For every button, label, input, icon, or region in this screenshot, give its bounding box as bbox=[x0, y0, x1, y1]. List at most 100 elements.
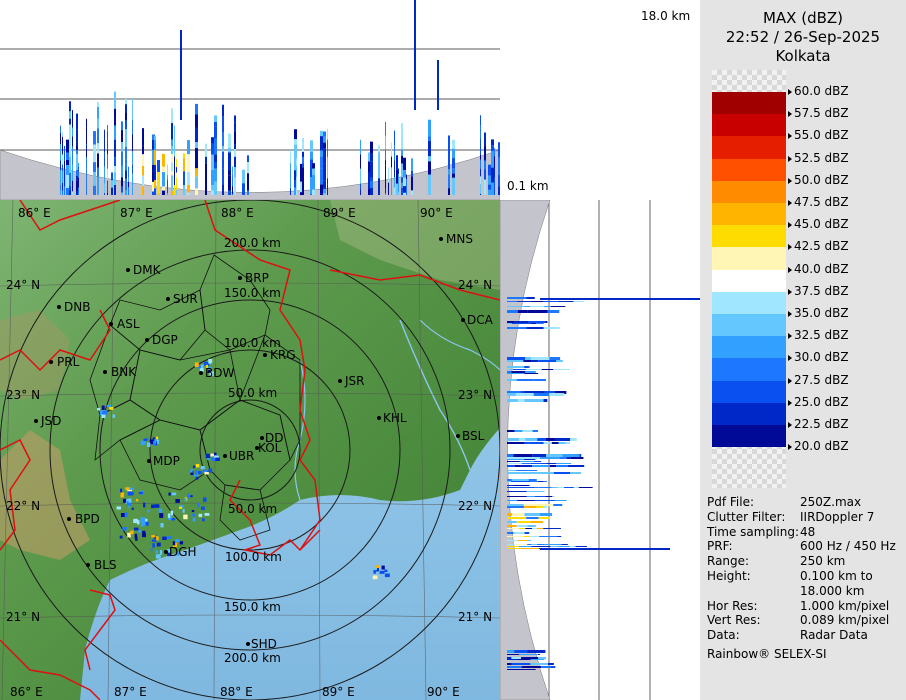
profile-echo-segment bbox=[211, 169, 214, 186]
profile-echo-segment bbox=[162, 190, 165, 195]
map-echo-cell bbox=[138, 491, 144, 495]
side-echo-segment bbox=[546, 454, 563, 457]
profile-echo-segment bbox=[498, 175, 500, 187]
side-echo-segment bbox=[556, 360, 563, 362]
scale-label: 27.5 dBZ bbox=[794, 372, 849, 387]
profile-echo-segment bbox=[174, 140, 175, 157]
side-echo-segment bbox=[514, 650, 528, 653]
side-echo-segment bbox=[507, 650, 515, 653]
profile-echo-segment bbox=[211, 190, 214, 195]
profile-echo-segment bbox=[234, 122, 236, 132]
map-echo-cell bbox=[195, 476, 199, 480]
lon-label-88: 88° E bbox=[221, 206, 254, 220]
profile-echo-segment bbox=[125, 147, 127, 160]
map-echo-cell bbox=[192, 517, 196, 522]
side-echo-segment bbox=[538, 481, 544, 482]
side-echo-segment bbox=[523, 504, 540, 506]
place-label: DCA bbox=[467, 313, 493, 327]
map-echo-cell bbox=[143, 438, 148, 441]
scale-tick-icon bbox=[788, 200, 792, 206]
parameter-value: 250Z.max bbox=[800, 495, 862, 509]
map-echo-cell bbox=[384, 569, 388, 573]
side-echo-segment bbox=[517, 659, 531, 660]
side-echo-segment bbox=[512, 369, 526, 370]
profile-echo-segment bbox=[64, 186, 65, 195]
side-echo-segment bbox=[507, 546, 519, 547]
profile-echo-segment bbox=[310, 140, 313, 152]
profile-echo-segment bbox=[310, 159, 313, 178]
profile-echo-segment bbox=[132, 120, 133, 135]
profile-echo-segment bbox=[72, 180, 73, 192]
profile-echo-segment bbox=[157, 172, 160, 185]
profile-echo-segment bbox=[360, 183, 361, 190]
map-echo-cell bbox=[372, 575, 378, 580]
lon-label-90: 90° E bbox=[420, 206, 453, 220]
side-echo-segment bbox=[522, 430, 533, 432]
profile-echo-segment bbox=[498, 157, 500, 170]
profile-echo-segment bbox=[294, 129, 297, 140]
profile-echo-segment bbox=[76, 113, 78, 130]
place-label: BSL bbox=[462, 429, 485, 443]
datetime: 22:52 / 26-Sep-2025 bbox=[725, 28, 881, 46]
side-echo-segment bbox=[553, 369, 571, 370]
side-echo-segment bbox=[558, 442, 566, 444]
profile-echo-segment bbox=[152, 149, 155, 165]
side-echo-segment bbox=[571, 465, 584, 467]
lat-label-21: 21° N bbox=[6, 610, 41, 624]
side-echo-segment bbox=[521, 463, 531, 464]
profile-echo-segment bbox=[394, 187, 395, 195]
map-echo-cell bbox=[138, 529, 141, 533]
map-echo-cell bbox=[375, 568, 379, 572]
scale-swatch bbox=[712, 158, 786, 181]
map-echo-cell bbox=[171, 518, 175, 521]
map-echo-cell bbox=[191, 509, 195, 513]
station-name: Kolkata bbox=[775, 47, 831, 65]
scale-label: 60.0 dBZ bbox=[794, 84, 849, 98]
profile-echo-segment bbox=[290, 188, 291, 195]
side-echo-spike bbox=[540, 548, 670, 550]
profile-echo-segment bbox=[234, 185, 236, 195]
profile-echo-segment bbox=[385, 165, 386, 172]
profile-echo-segment bbox=[142, 145, 144, 155]
profile-echo-segment bbox=[167, 179, 168, 194]
side-echo-segment bbox=[507, 465, 515, 467]
side-echo-segment bbox=[572, 454, 580, 457]
side-echo-segment bbox=[519, 461, 534, 462]
side-echo-segment bbox=[507, 487, 527, 488]
profile-echo-segment bbox=[452, 167, 455, 174]
parameter-value: 48 bbox=[800, 524, 816, 539]
side-echo-segment bbox=[529, 532, 531, 534]
parameter-value: 1.000 km/pixel bbox=[800, 598, 890, 613]
profile-echo-segment bbox=[114, 125, 116, 140]
side-echo-segment bbox=[543, 442, 552, 444]
side-echo-segment bbox=[565, 442, 570, 444]
side-echo-segment bbox=[550, 666, 556, 668]
side-echo-segment bbox=[507, 669, 526, 670]
scale-swatch bbox=[712, 291, 786, 314]
map-echo-cell bbox=[128, 498, 132, 503]
side-echo-segment bbox=[557, 546, 570, 547]
profile-echo-segment bbox=[154, 164, 156, 181]
map-echo-cell bbox=[120, 488, 123, 494]
profile-echo-segment bbox=[60, 144, 61, 161]
map-echo-cell bbox=[194, 470, 198, 475]
profile-echo-segment bbox=[300, 181, 302, 193]
profile-echo-segment bbox=[327, 157, 328, 162]
side-echo-segment bbox=[516, 379, 534, 381]
side-echo-segment bbox=[553, 472, 571, 474]
profile-echo-segment bbox=[222, 151, 224, 169]
scale-label: 42.5 dBZ bbox=[794, 239, 849, 254]
profile-echo-segment bbox=[176, 152, 177, 160]
side-echo-segment bbox=[511, 481, 531, 482]
side-echo-segment bbox=[550, 546, 558, 547]
parameter-key: PRF: bbox=[707, 539, 733, 554]
scale-swatch bbox=[712, 247, 786, 270]
side-echo-segment bbox=[544, 544, 562, 545]
profile-echo-segment bbox=[323, 136, 326, 143]
profile-echo-segment bbox=[154, 180, 156, 189]
profile-echo-segment bbox=[401, 149, 403, 156]
place-label: JSR bbox=[345, 374, 365, 388]
side-echo-segment bbox=[528, 366, 530, 368]
profile-echo-segment bbox=[125, 113, 127, 121]
map-echo-cell bbox=[124, 512, 128, 518]
